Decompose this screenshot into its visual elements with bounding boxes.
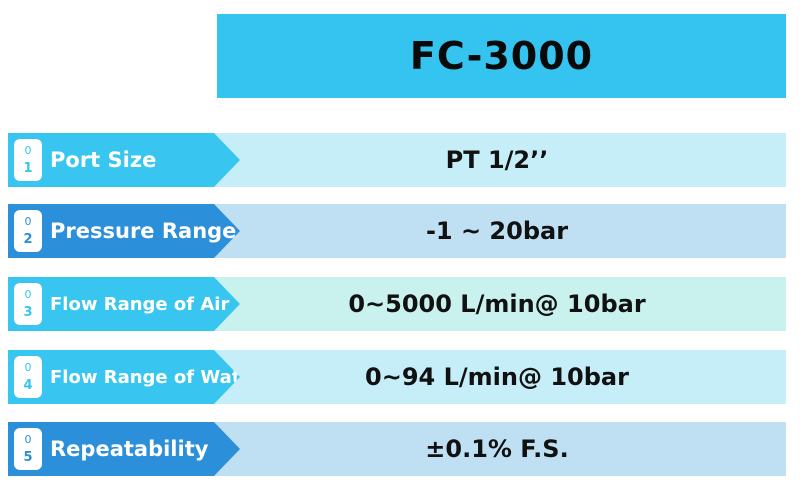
- spec-number-digit: 2: [23, 232, 33, 247]
- spec-label: Repeatability: [50, 437, 209, 461]
- spec-number-badge: 0 5: [14, 428, 42, 470]
- spec-value: PT 1/2’’: [445, 146, 549, 174]
- spec-number-digit: 0: [24, 433, 32, 446]
- spec-value: 0~94 L/min@ 10bar: [365, 363, 629, 391]
- spec-label-tab: 0 5 Repeatability: [8, 422, 240, 476]
- spec-number-badge: 0 3: [14, 283, 42, 325]
- spec-value: ±0.1% F.S.: [425, 435, 569, 463]
- spec-row-pressure-range: -1 ~ 20bar 0 2 Pressure Range: [8, 204, 786, 258]
- spec-label-tab: 0 2 Pressure Range: [8, 204, 240, 258]
- spec-value-band: 0~5000 L/min@ 10bar: [208, 277, 786, 331]
- product-title: FC-3000: [409, 34, 594, 78]
- spec-label: Port Size: [50, 148, 157, 172]
- spec-number-digit: 0: [24, 361, 32, 374]
- product-title-banner: FC-3000: [217, 14, 786, 98]
- spec-number-digit: 0: [24, 288, 32, 301]
- spec-number-badge: 0 4: [14, 356, 42, 398]
- spec-value-band: -1 ~ 20bar: [208, 204, 786, 258]
- spec-number-digit: 1: [23, 161, 33, 176]
- spec-number-badge: 0 2: [14, 210, 42, 252]
- spec-label-tab: 0 4 Flow Range of Water: [8, 350, 240, 404]
- spec-value: -1 ~ 20bar: [425, 217, 569, 245]
- spec-number-digit: 3: [23, 305, 33, 320]
- spec-value-band: ±0.1% F.S.: [208, 422, 786, 476]
- spec-label: Flow Range of Water: [50, 366, 262, 388]
- spec-row-port-size: PT 1/2’’ 0 1 Port Size: [8, 133, 786, 187]
- spec-number-digit: 5: [23, 450, 33, 465]
- spec-label: Pressure Range: [50, 219, 237, 243]
- spec-label-tab: 0 3 Flow Range of Air: [8, 277, 240, 331]
- spec-number-digit: 4: [23, 378, 33, 393]
- spec-label-tab: 0 1 Port Size: [8, 133, 240, 187]
- spec-number-digit: 0: [24, 144, 32, 157]
- spec-row-flow-water: 0~94 L/min@ 10bar 0 4 Flow Range of Wate…: [8, 350, 786, 404]
- spec-number-badge: 0 1: [14, 139, 42, 181]
- spec-number-digit: 0: [24, 215, 32, 228]
- spec-label: Flow Range of Air: [50, 293, 230, 315]
- spec-value: 0~5000 L/min@ 10bar: [348, 290, 646, 318]
- spec-row-flow-air: 0~5000 L/min@ 10bar 0 3 Flow Range of Ai…: [8, 277, 786, 331]
- spec-value-band: 0~94 L/min@ 10bar: [208, 350, 786, 404]
- spec-row-repeatability: ±0.1% F.S. 0 5 Repeatability: [8, 422, 786, 476]
- spec-value-band: PT 1/2’’: [208, 133, 786, 187]
